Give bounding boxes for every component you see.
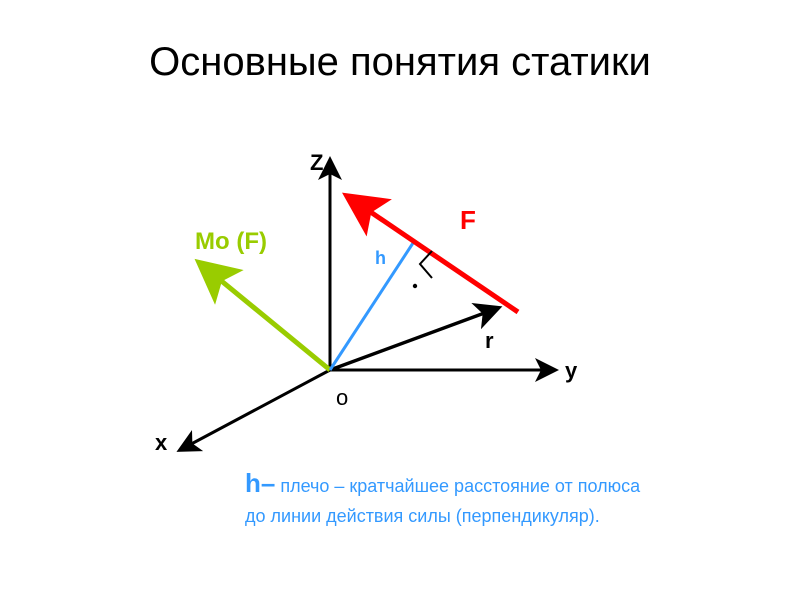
h-label: h: [375, 248, 386, 269]
f-label: F: [460, 205, 476, 236]
footnote-lead: h–: [245, 468, 275, 498]
z-axis-label: Z: [310, 150, 323, 176]
point-dot: [413, 284, 417, 288]
mo-vector: [202, 265, 330, 370]
h-line: [330, 240, 415, 370]
x-axis-label: x: [155, 430, 167, 456]
footnote-body2: до линии действия силы (перпендикуляр).: [245, 506, 600, 526]
footnote: h– плечо – кратчайшее расстояние от полю…: [245, 465, 640, 529]
y-axis-label: y: [565, 358, 577, 384]
r-vector: [330, 308, 498, 370]
x-axis: [180, 370, 330, 450]
mo-label: Mo (F): [195, 228, 267, 256]
footnote-body1: плечо – кратчайшее расстояние от полюса: [275, 476, 640, 496]
r-label: r: [485, 328, 494, 354]
origin-label: o: [336, 385, 348, 411]
